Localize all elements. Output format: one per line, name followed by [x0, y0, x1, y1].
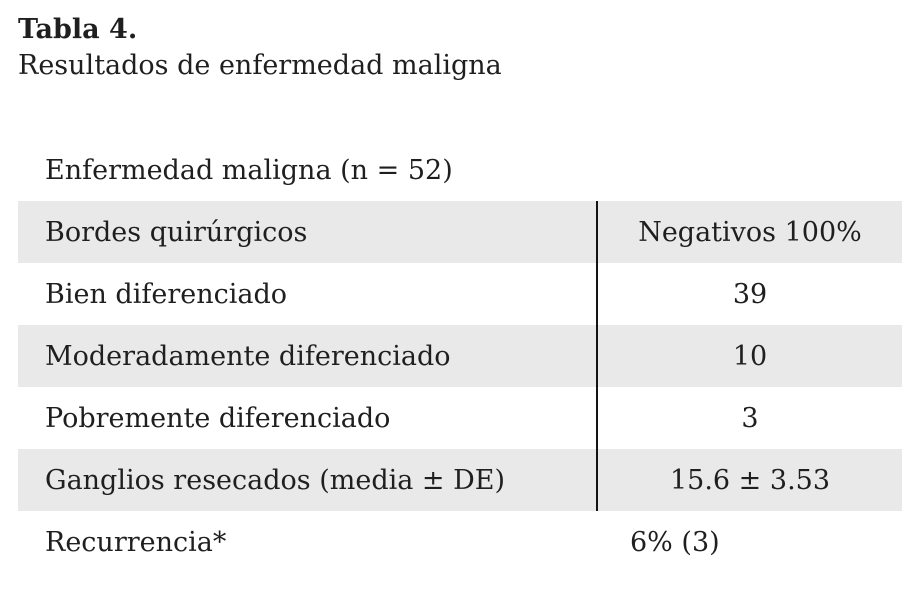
row-label: Bien diferenciado — [18, 263, 598, 326]
row-value: 6% (3) — [630, 526, 720, 558]
table-caption: Tabla 4. Resultados de enfermedad malign… — [18, 12, 902, 83]
table-row: Ganglios resecados (media ± DE) 15.6 ± 3… — [18, 449, 902, 512]
table-header-row: Enfermedad maligna (n = 52) — [18, 139, 902, 201]
row-label: Bordes quirúrgicos — [18, 201, 598, 264]
row-value: 10 — [732, 340, 768, 372]
row-value: Negativos 100% — [638, 216, 862, 248]
row-label: Moderadamente diferenciado — [18, 325, 598, 388]
table-row: Bien diferenciado 39 — [18, 263, 902, 326]
table-number-title: Tabla 4. — [18, 14, 138, 45]
row-value: 15.6 ± 3.53 — [669, 464, 831, 496]
table-header-label: Enfermedad maligna (n = 52) — [45, 154, 453, 186]
results-table: Enfermedad maligna (n = 52) Bordes quirú… — [18, 139, 902, 573]
table-row: Moderadamente diferenciado 10 — [18, 325, 902, 388]
table-row: Pobremente diferenciado 3 — [18, 387, 902, 450]
row-value: 39 — [732, 278, 768, 310]
table-row: Bordes quirúrgicos Negativos 100% — [18, 201, 902, 264]
caption-table-gap — [18, 83, 902, 139]
row-label: Recurrencia* — [45, 526, 227, 558]
row-label: Pobremente diferenciado — [18, 387, 598, 450]
row-label: Ganglios resecados (media ± DE) — [18, 449, 598, 512]
row-value: 3 — [741, 402, 759, 434]
table-row: Recurrencia* 6% (3) — [18, 511, 902, 573]
table-subtitle: Resultados de enfermedad maligna — [18, 49, 502, 81]
